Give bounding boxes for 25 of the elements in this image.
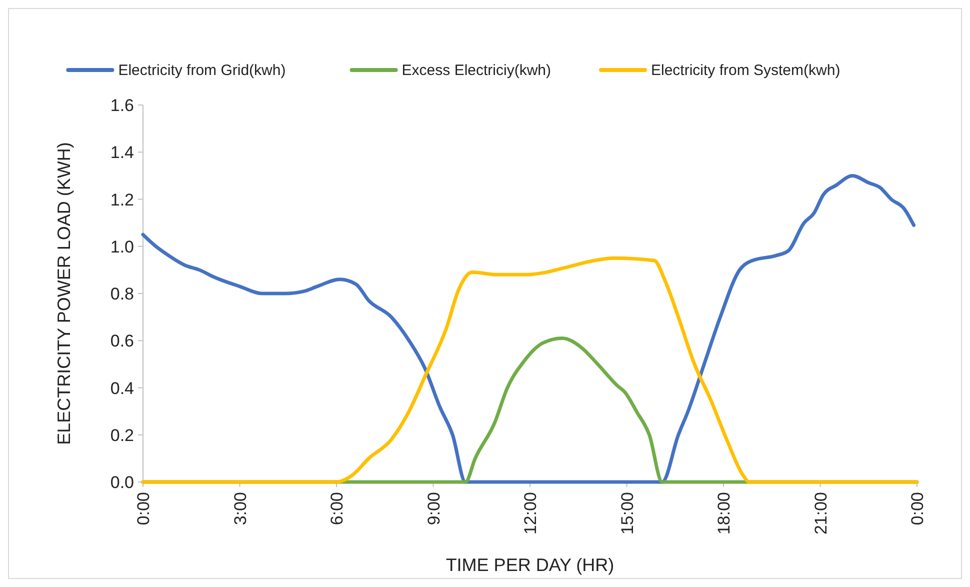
x-tick-label: 9:00 bbox=[424, 492, 444, 526]
x-axis-title: TIME PER DAY (HR) bbox=[446, 555, 614, 575]
x-tick-label: 6:00 bbox=[328, 492, 346, 526]
legend-label: Electricity from System(kwh) bbox=[651, 62, 840, 79]
y-tick-label: 1.0 bbox=[110, 237, 134, 256]
x-tick-label: 0:00 bbox=[908, 492, 927, 526]
y-tick-label: 0.8 bbox=[110, 284, 134, 304]
y-tick-label: 1.6 bbox=[110, 96, 134, 115]
y-tick-label: 0.6 bbox=[110, 332, 134, 351]
y-tick-label: 1.2 bbox=[110, 190, 134, 210]
x-tick-label: 21:00 bbox=[811, 492, 830, 535]
x-tick-label: 12:00 bbox=[521, 492, 540, 535]
legend-label: Electricity from Grid(kwh) bbox=[118, 62, 286, 79]
y-tick-label: 0.4 bbox=[110, 378, 134, 398]
y-axis-title: ELECTRICITY POWER LOAD (KWH) bbox=[54, 142, 74, 445]
y-tick-label: 0.2 bbox=[110, 426, 134, 445]
y-tick-label: 0.0 bbox=[110, 473, 134, 492]
x-tick-label: 3:00 bbox=[230, 492, 250, 526]
x-tick-label: 18:00 bbox=[714, 492, 734, 535]
line-series bbox=[141, 174, 916, 484]
line-series bbox=[141, 256, 919, 484]
legend-label: Excess Electriciy(kwh) bbox=[402, 62, 551, 79]
x-tick-label: 15:00 bbox=[618, 492, 637, 535]
y-tick-label: 1.4 bbox=[110, 143, 134, 162]
x-tick-label: 0:00 bbox=[134, 492, 153, 526]
